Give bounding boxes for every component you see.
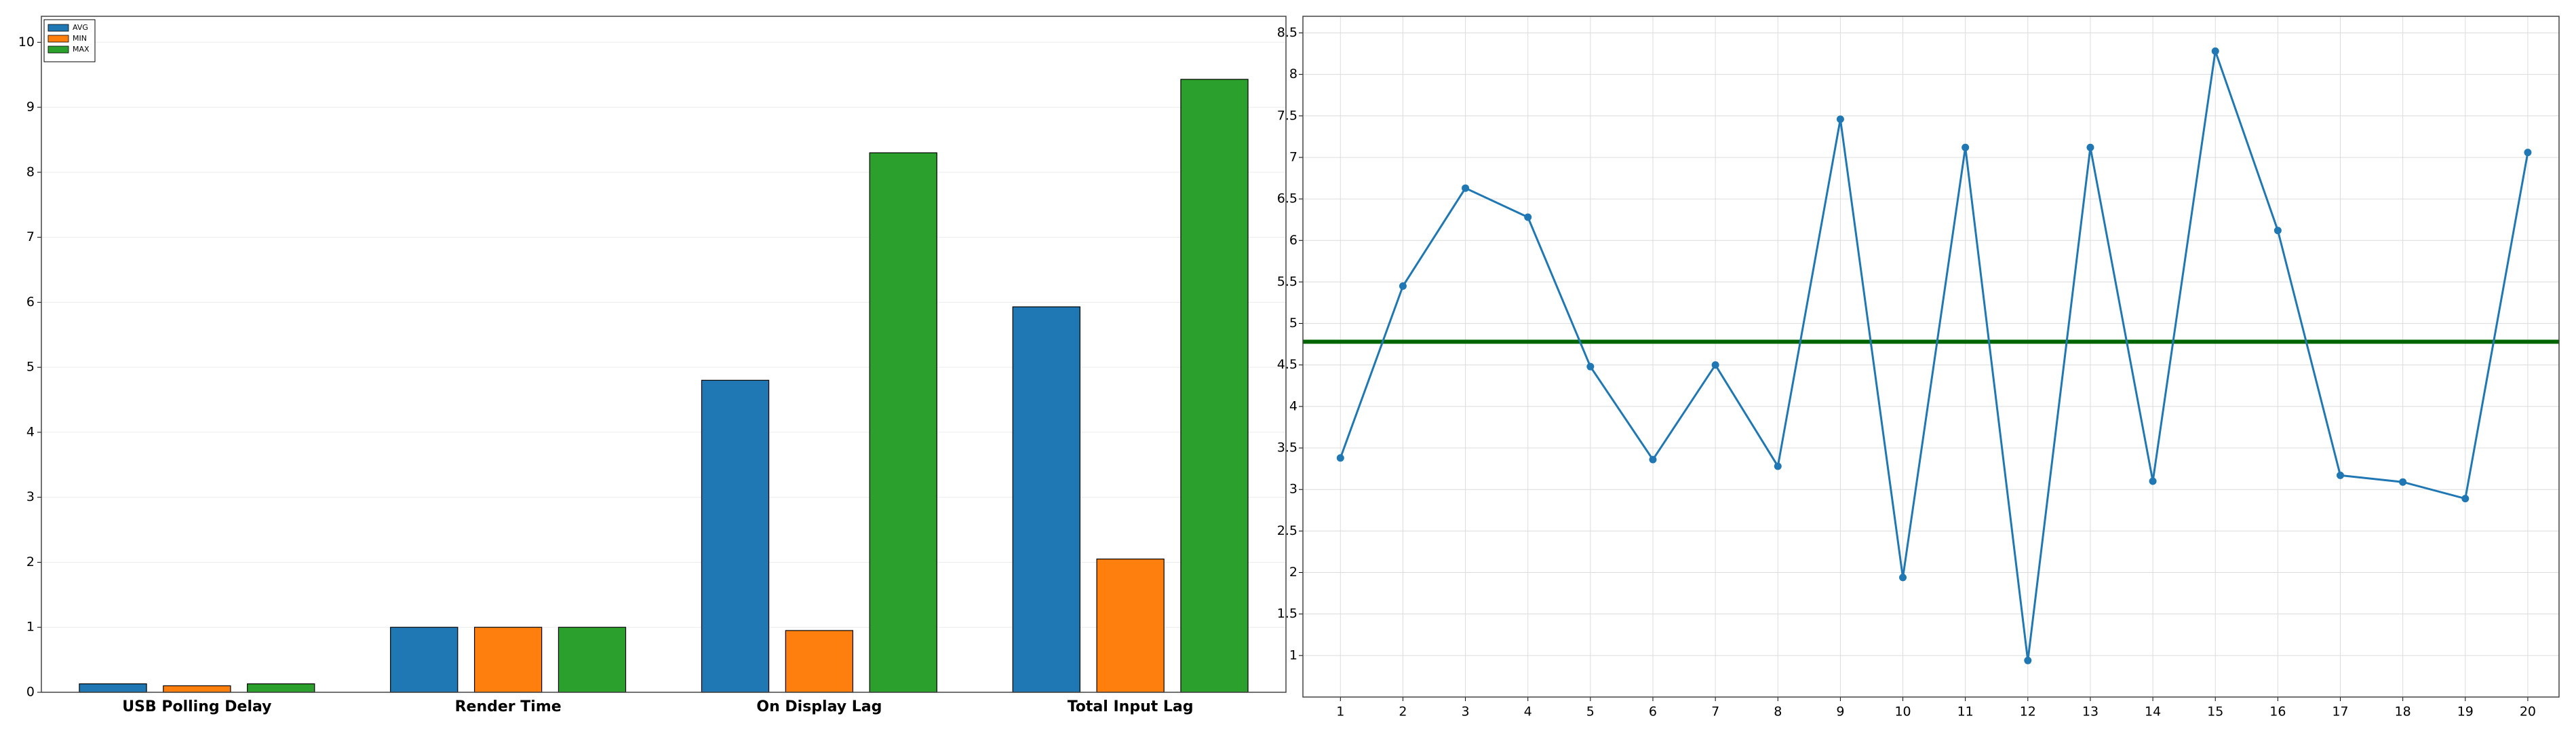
bar: [79, 683, 147, 693]
y-tick-label: 9: [26, 100, 35, 115]
y-tick-label: 4: [26, 424, 35, 439]
y-tick-label: 7.5: [1277, 108, 1297, 123]
y-tick-label: 1: [1289, 647, 1297, 662]
x-tick-label: 3: [1462, 704, 1470, 719]
legend-label: MAX: [73, 45, 90, 54]
x-tick-label: 8: [1774, 704, 1782, 719]
bar: [785, 630, 854, 693]
data-point: [1836, 115, 1844, 124]
data-point: [1774, 462, 1782, 470]
bar: [1012, 306, 1080, 693]
y-tick-label: 1: [26, 620, 35, 635]
y-tick-label: 3: [26, 489, 35, 504]
data-point: [1962, 143, 1970, 151]
x-tick-label: 18: [2395, 704, 2411, 719]
data-point: [1649, 455, 1657, 464]
y-tick-label: 6.5: [1277, 191, 1297, 206]
data-point: [1711, 361, 1719, 369]
x-tick-label: 6: [1649, 704, 1657, 719]
plot-frame: [1302, 16, 2560, 698]
legend-swatch: [47, 45, 69, 54]
y-tick-label: 5: [1289, 316, 1297, 331]
bar: [701, 379, 770, 693]
data-point: [2273, 227, 2282, 235]
data-point: [2086, 143, 2094, 151]
category-label: USB Polling Delay: [122, 698, 271, 715]
legend-swatch: [47, 35, 69, 43]
bar: [1096, 559, 1165, 693]
bar: [473, 626, 543, 693]
data-point: [1462, 184, 1470, 192]
data-point: [1586, 362, 1595, 371]
bar: [390, 626, 458, 693]
legend-swatch: [47, 24, 69, 32]
bar: [558, 626, 627, 693]
data-point: [1524, 213, 1532, 221]
x-tick-label: 7: [1711, 704, 1719, 719]
y-tick-label: 2.5: [1277, 523, 1297, 538]
y-tick-label: 8: [1289, 67, 1297, 81]
bar: [869, 152, 937, 693]
y-tick-label: 1.5: [1277, 606, 1297, 621]
y-tick-label: 5.5: [1277, 274, 1297, 289]
data-point: [2211, 47, 2219, 55]
legend-label: AVG: [73, 23, 88, 32]
y-tick-label: 8: [26, 164, 35, 179]
x-tick-label: 9: [1836, 704, 1844, 719]
y-tick-label: 0: [26, 685, 35, 700]
x-tick-label: 17: [2332, 704, 2348, 719]
bar: [247, 683, 315, 693]
category-label: On Display Lag: [756, 698, 882, 715]
y-tick-label: 2: [1289, 565, 1297, 580]
category-label: Render Time: [455, 698, 562, 715]
y-tick-label: 4: [1289, 398, 1297, 413]
y-tick-label: 3.5: [1277, 440, 1297, 455]
y-tick-label: 7: [1289, 149, 1297, 164]
y-tick-label: 8.5: [1277, 25, 1297, 40]
category-label: Total Input Lag: [1068, 698, 1194, 715]
x-tick-label: 20: [2520, 704, 2536, 719]
y-tick-label: 6: [1289, 233, 1297, 248]
bar: [163, 685, 231, 693]
x-tick-label: 16: [2269, 704, 2286, 719]
x-tick-label: 1: [1336, 704, 1344, 719]
data-point: [1336, 454, 1344, 462]
y-tick-label: 7: [26, 229, 35, 244]
x-tick-label: 10: [1894, 704, 1911, 719]
x-tick-label: 14: [2145, 704, 2161, 719]
data-point: [2149, 477, 2157, 485]
plot-frame: [41, 16, 1287, 693]
legend-label: MIN: [73, 34, 87, 43]
data-point: [2524, 149, 2532, 157]
bar: [1180, 79, 1249, 693]
x-tick-label: 2: [1399, 704, 1407, 719]
x-tick-label: 15: [2207, 704, 2223, 719]
y-tick-label: 3: [1289, 482, 1297, 497]
x-tick-label: 13: [2082, 704, 2099, 719]
x-tick-label: 5: [1586, 704, 1595, 719]
x-tick-label: 19: [2457, 704, 2474, 719]
x-tick-label: 11: [1957, 704, 1974, 719]
line-series: [1339, 50, 2529, 661]
data-point: [1399, 282, 1407, 290]
y-tick-label: 2: [26, 555, 35, 569]
data-point: [2337, 471, 2345, 479]
data-point: [2399, 478, 2407, 486]
x-tick-label: 12: [2020, 704, 2036, 719]
y-tick-label: 4.5: [1277, 357, 1297, 372]
y-tick-label: 10: [18, 35, 35, 50]
data-point: [1899, 574, 1907, 582]
data-point: [2024, 656, 2032, 664]
y-tick-label: 5: [26, 360, 35, 375]
x-tick-label: 4: [1524, 704, 1532, 719]
data-point: [2461, 495, 2470, 503]
y-tick-label: 6: [26, 295, 35, 309]
